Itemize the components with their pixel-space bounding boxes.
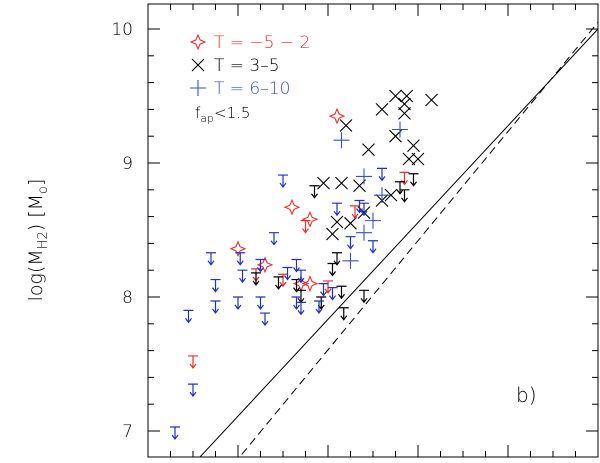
data-point-upper-limit <box>332 202 342 217</box>
data-point-cross <box>344 216 357 230</box>
data-point-cross <box>339 119 353 132</box>
data-point-star <box>328 107 346 125</box>
data-point-upper-limit <box>291 258 302 273</box>
data-point-plus <box>392 121 408 138</box>
data-point-upper-limit <box>336 285 347 300</box>
data-marks <box>170 89 438 440</box>
y-tick-label: 10 <box>111 20 133 40</box>
panel-label: b) <box>516 383 537 407</box>
data-point-upper-limit <box>251 272 261 286</box>
data-point-star <box>229 240 247 258</box>
data-point-upper-limit <box>399 171 410 186</box>
legend-label: T = −5 − 2 <box>214 33 310 53</box>
data-point-upper-limit <box>350 205 360 219</box>
data-point-upper-limit <box>345 236 356 250</box>
data-point-upper-limit <box>183 309 194 324</box>
data-point-upper-limit <box>332 252 342 266</box>
y-tick-label: 8 <box>122 288 133 308</box>
data-point-upper-limit <box>296 269 306 284</box>
data-point-upper-limit <box>260 312 270 327</box>
data-point-upper-limit <box>309 185 320 199</box>
legend-label: T = 6–10 <box>214 79 290 99</box>
data-point-upper-limit <box>278 273 288 288</box>
data-point-star <box>283 198 301 216</box>
fit-line-dashed <box>239 21 598 457</box>
data-point-cross <box>411 152 425 166</box>
y-axis-label: log(MH2) [Mo] <box>25 179 51 302</box>
data-point-upper-limit <box>188 383 198 398</box>
data-point-upper-limit <box>359 202 369 217</box>
data-point-upper-limit <box>237 269 248 284</box>
data-point-plus <box>356 224 372 241</box>
data-point-upper-limit <box>255 258 266 273</box>
data-point-upper-limit <box>210 278 221 293</box>
data-point-upper-limit <box>291 278 302 293</box>
legend-marker-cross <box>191 58 205 72</box>
data-point-upper-limit <box>368 240 378 254</box>
data-point-plus <box>374 187 390 204</box>
data-point-star <box>301 275 319 293</box>
data-point-upper-limit <box>327 262 338 277</box>
data-point-cross <box>407 139 420 152</box>
data-point-upper-limit <box>338 307 349 321</box>
data-point-plus <box>333 132 350 149</box>
data-point-cross <box>384 188 398 202</box>
data-point-upper-limit <box>188 355 198 369</box>
data-point-upper-limit <box>255 296 266 310</box>
data-point-cross <box>398 107 411 120</box>
data-point-upper-limit <box>210 300 221 315</box>
data-point-upper-limit <box>359 289 369 304</box>
fit-lines <box>199 21 598 457</box>
data-point-upper-limit <box>408 173 419 187</box>
y-tick-label: 9 <box>122 154 133 174</box>
annotation-fap: fap<1.5 <box>195 104 250 125</box>
data-point-upper-limit <box>296 289 306 304</box>
data-point-upper-limit <box>278 174 288 189</box>
data-point-upper-limit <box>316 296 327 310</box>
data-point-upper-limit <box>206 252 216 266</box>
data-point-upper-limit <box>296 301 306 316</box>
data-point-upper-limit <box>395 181 405 195</box>
data-point-cross <box>400 89 414 103</box>
data-point-cross <box>398 97 411 111</box>
data-point-cross <box>425 93 438 107</box>
data-point-cross <box>402 152 416 166</box>
data-point-upper-limit <box>377 167 387 182</box>
y-tick-labels: 7 8 9 10 <box>111 20 133 442</box>
data-point-cross <box>335 176 348 190</box>
data-point-upper-limit <box>300 220 311 234</box>
axis-ticks <box>147 4 599 457</box>
data-point-upper-limit <box>327 287 338 301</box>
data-point-upper-limit <box>314 300 324 315</box>
legend-marker-plus <box>190 80 206 96</box>
data-point-cross <box>317 176 330 190</box>
data-point-star <box>301 210 319 228</box>
y-tick-label: 7 <box>122 422 133 442</box>
data-point-upper-limit <box>170 426 180 440</box>
data-point-plus <box>365 212 381 229</box>
data-point-upper-limit <box>269 232 279 246</box>
data-point-cross <box>326 227 339 241</box>
data-point-cross <box>330 215 344 229</box>
data-point-upper-limit <box>399 189 410 203</box>
legend: T = −5 − 2 T = 3–5 T = 6–10 <box>189 33 310 99</box>
data-point-plus <box>342 252 359 269</box>
data-point-plus <box>356 168 372 185</box>
data-point-upper-limit <box>235 252 246 266</box>
data-point-cross <box>362 143 375 156</box>
data-point-upper-limit <box>233 296 243 310</box>
data-point-cross <box>375 103 389 116</box>
data-point-star <box>256 256 274 274</box>
data-point-upper-limit <box>291 296 302 310</box>
data-point-upper-limit <box>273 276 284 290</box>
data-point-cross <box>389 89 402 103</box>
data-point-upper-limit <box>354 199 365 214</box>
fit-line-solid <box>199 28 598 457</box>
data-point-upper-limit <box>323 280 333 294</box>
data-point-upper-limit <box>318 283 329 297</box>
legend-label: T = 3–5 <box>214 56 280 76</box>
data-point-upper-limit <box>282 266 293 281</box>
legend-marker-star <box>189 33 207 51</box>
